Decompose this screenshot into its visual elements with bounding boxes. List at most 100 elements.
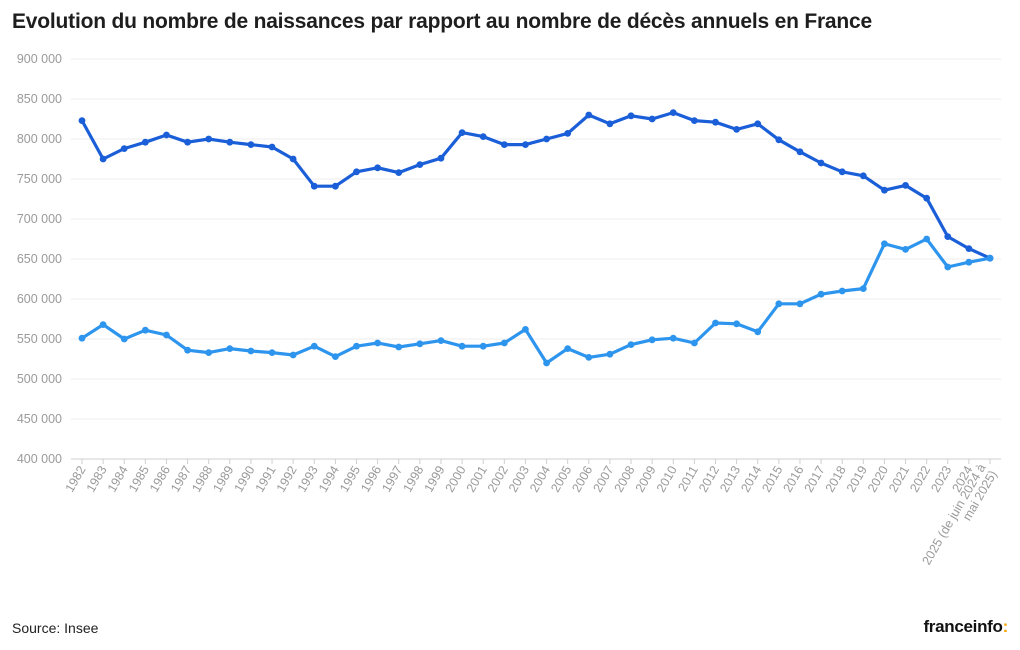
data-point <box>226 345 234 352</box>
data-point <box>331 353 339 360</box>
data-point <box>796 148 804 156</box>
data-point <box>606 120 614 128</box>
x-tick-label: 2008 <box>612 463 638 494</box>
data-point <box>416 161 424 169</box>
data-point <box>500 339 508 347</box>
y-tick-label: 650 000 <box>17 252 62 266</box>
x-tick-label: 1992 <box>274 463 300 494</box>
data-point <box>648 336 656 344</box>
x-tick-label: 2006 <box>569 463 595 494</box>
data-point <box>353 168 360 176</box>
y-tick-label: 450 000 <box>17 412 62 426</box>
data-point <box>163 331 170 339</box>
data-point <box>99 321 107 328</box>
data-point <box>353 342 360 350</box>
x-tick-label: 2000 <box>443 463 469 494</box>
x-tick-label: 2004 <box>527 463 553 494</box>
data-point <box>268 349 276 356</box>
x-tick-label: 2018 <box>823 463 849 494</box>
x-tick-label: 2023 <box>928 463 954 494</box>
y-tick-label: 500 000 <box>17 372 62 386</box>
data-point <box>627 341 635 348</box>
y-axis-ticks: 400 000 450 000 500 000 550 000 600 000 650 0… <box>17 52 62 466</box>
data-point <box>268 143 276 151</box>
data-point <box>775 300 783 308</box>
data-point <box>543 135 550 143</box>
data-point <box>564 345 572 352</box>
x-tick-label: 2009 <box>633 463 659 494</box>
data-point <box>479 133 487 141</box>
data-point <box>733 125 741 133</box>
x-tick-label: 1983 <box>84 463 110 494</box>
data-point <box>986 254 994 262</box>
x-tick-label: 1999 <box>422 463 448 494</box>
data-point <box>754 328 762 336</box>
data-point <box>690 339 698 347</box>
x-tick-label: 1987 <box>168 463 194 494</box>
x-tick-label: 2013 <box>717 463 743 494</box>
data-point <box>395 169 403 177</box>
data-point <box>733 320 741 328</box>
x-tick-label: 2012 <box>696 463 722 494</box>
data-point <box>289 155 297 163</box>
y-tick-label: 700 000 <box>17 212 62 226</box>
data-point <box>796 300 804 308</box>
data-point <box>247 141 255 149</box>
data-point <box>564 130 572 137</box>
data-point <box>859 172 867 180</box>
data-point <box>310 342 318 350</box>
x-tick-label: 1998 <box>400 463 426 494</box>
data-point <box>437 337 445 344</box>
x-tick-label: 1991 <box>253 463 279 494</box>
series-lines <box>78 109 994 367</box>
data-point <box>881 240 888 248</box>
x-tick-label: 2016 <box>781 463 807 494</box>
data-point <box>458 342 466 350</box>
data-point <box>522 326 529 333</box>
data-point <box>205 349 213 356</box>
x-tick-label: 2007 <box>590 463 616 494</box>
x-tick-label: 2003 <box>506 463 532 494</box>
x-tick-label: 2010 <box>654 463 680 494</box>
x-axis-ticks: 1982198319841985198619871988198919901991… <box>63 459 1000 567</box>
data-point <box>669 109 677 116</box>
x-tick-label: 1990 <box>231 463 257 494</box>
data-point <box>669 334 677 342</box>
data-point <box>500 141 508 149</box>
data-point <box>881 186 888 194</box>
data-point <box>289 351 297 359</box>
x-tick-label: 1995 <box>337 463 363 494</box>
data-point <box>944 263 952 271</box>
x-tick-label: 1994 <box>316 463 342 494</box>
data-point <box>331 182 339 190</box>
brand-name: franceinfo <box>923 617 1003 636</box>
x-tick-label: 1982 <box>63 463 89 494</box>
data-point <box>120 145 128 153</box>
x-tick-label: 2015 <box>759 463 785 494</box>
data-point <box>458 129 466 137</box>
data-point <box>120 335 128 343</box>
y-tick-label: 550 000 <box>17 332 62 346</box>
x-tick-label: 1996 <box>358 463 384 494</box>
data-point <box>690 117 698 124</box>
x-tick-label: 1997 <box>379 463 405 494</box>
data-point <box>78 334 86 342</box>
x-tick-label: 1984 <box>105 463 131 494</box>
grid-lines <box>71 58 1001 460</box>
data-point <box>226 138 234 146</box>
data-point <box>838 168 846 176</box>
data-point <box>585 354 593 361</box>
x-tick-label: 2019 <box>844 463 870 494</box>
data-point <box>184 138 191 146</box>
data-point <box>817 290 825 298</box>
data-point <box>543 359 550 367</box>
data-point <box>817 159 825 167</box>
x-tick-label: 2020 <box>865 463 891 494</box>
data-point <box>163 131 170 139</box>
x-tick-label: 2021 <box>886 463 912 494</box>
x-tick-label: 1988 <box>189 463 215 494</box>
data-point <box>923 235 931 243</box>
data-point <box>606 350 614 358</box>
data-point <box>965 258 973 266</box>
